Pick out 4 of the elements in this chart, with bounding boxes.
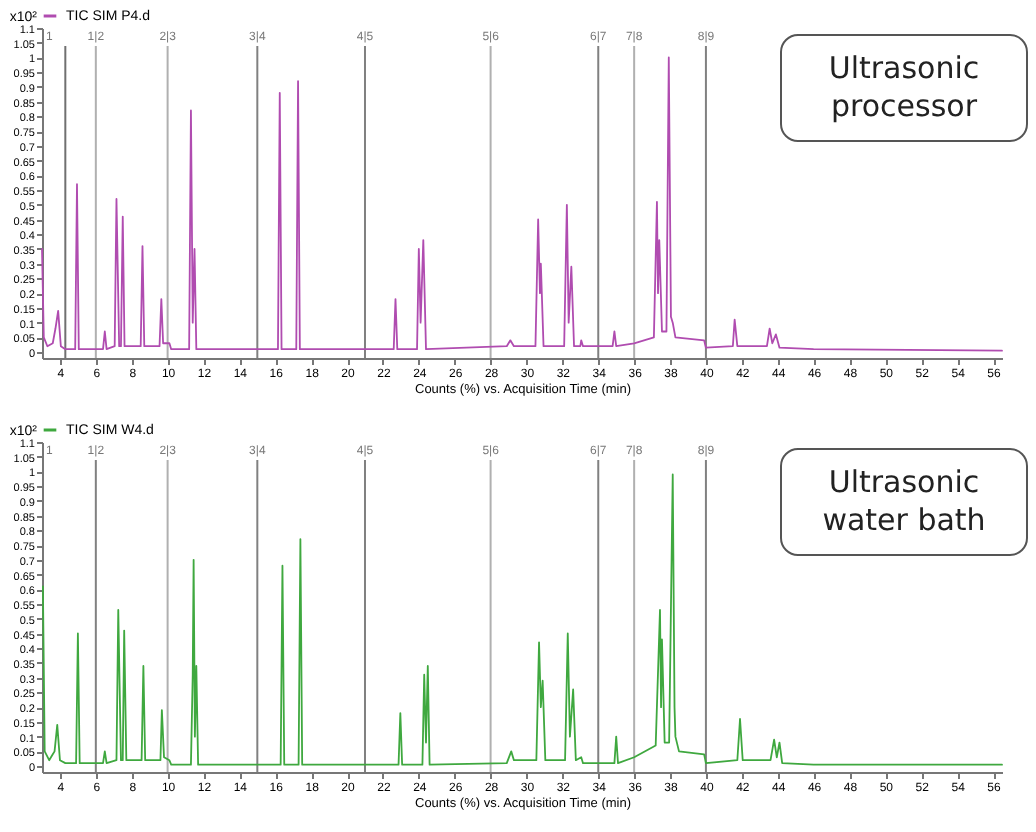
annotation: Ultrasonic processor xyxy=(826,49,982,127)
line-series xyxy=(42,473,1003,766)
line-series xyxy=(41,56,1003,352)
annotation: Ultrasonic water bath xyxy=(820,463,988,541)
